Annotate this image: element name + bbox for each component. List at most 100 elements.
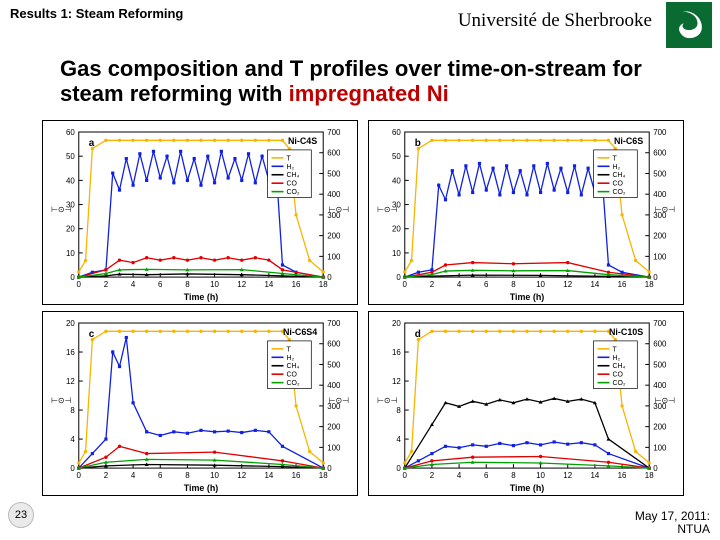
svg-text:4: 4 <box>457 280 462 289</box>
svg-text:50: 50 <box>66 152 75 161</box>
svg-text:700: 700 <box>653 319 667 328</box>
svg-text:12: 12 <box>392 377 401 386</box>
svg-text:14: 14 <box>590 471 599 480</box>
svg-text:600: 600 <box>653 149 667 158</box>
plot-a: 024681012141618Time (h)01020304050600100… <box>42 120 358 305</box>
svg-text:14: 14 <box>264 471 273 480</box>
svg-text:16: 16 <box>292 471 301 480</box>
svg-text:CH₄: CH₄ <box>612 172 625 179</box>
svg-text:CH₄: CH₄ <box>612 363 625 370</box>
plot-d: 024681012141618Time (h)04812162001002003… <box>368 311 684 496</box>
footer: May 17, 2011: NTUA <box>635 510 710 536</box>
svg-text:500: 500 <box>653 169 667 178</box>
svg-text:8: 8 <box>511 471 516 480</box>
svg-text:40: 40 <box>66 176 75 185</box>
svg-text:Ni-C4S: Ni-C4S <box>288 136 317 146</box>
svg-text:400: 400 <box>327 381 341 390</box>
svg-text:4: 4 <box>70 435 75 444</box>
svg-text:⊢⊙⊣: ⊢⊙⊣ <box>51 205 72 214</box>
svg-text:0: 0 <box>70 273 75 282</box>
svg-text:4: 4 <box>131 280 136 289</box>
plot-b: 024681012141618Time (h)01020304050600100… <box>368 120 684 305</box>
svg-text:Time (h): Time (h) <box>184 483 219 493</box>
svg-text:⊢⊙⊣: ⊢⊙⊣ <box>329 205 350 214</box>
svg-text:16: 16 <box>618 280 627 289</box>
svg-text:0: 0 <box>396 273 401 282</box>
plot-grid: 024681012141618Time (h)01020304050600100… <box>42 120 684 496</box>
svg-text:10: 10 <box>210 280 219 289</box>
plot-c: 024681012141618Time (h)04812162001002003… <box>42 311 358 496</box>
svg-text:⊢⊙⊣: ⊢⊙⊣ <box>655 205 676 214</box>
svg-text:6: 6 <box>484 471 489 480</box>
svg-text:50: 50 <box>392 152 401 161</box>
svg-text:T: T <box>286 346 291 353</box>
svg-text:Time (h): Time (h) <box>510 483 545 493</box>
svg-text:20: 20 <box>66 319 75 328</box>
svg-text:40: 40 <box>392 176 401 185</box>
svg-text:700: 700 <box>327 319 341 328</box>
svg-text:8: 8 <box>185 280 190 289</box>
svg-text:8: 8 <box>396 406 401 415</box>
svg-text:12: 12 <box>563 471 572 480</box>
svg-text:20: 20 <box>392 319 401 328</box>
svg-text:500: 500 <box>327 169 341 178</box>
svg-text:CO₂: CO₂ <box>612 380 625 387</box>
svg-text:14: 14 <box>264 280 273 289</box>
slide-number: 23 <box>8 502 34 528</box>
svg-text:10: 10 <box>392 249 401 258</box>
svg-text:H₂: H₂ <box>286 355 294 362</box>
svg-text:6: 6 <box>158 280 163 289</box>
svg-text:600: 600 <box>327 340 341 349</box>
svg-text:H₂: H₂ <box>286 164 294 171</box>
slide-title: Gas composition and T profiles over time… <box>60 56 690 107</box>
svg-text:700: 700 <box>653 128 667 137</box>
svg-text:100: 100 <box>327 443 341 452</box>
svg-text:10: 10 <box>536 280 545 289</box>
svg-text:⊢⊙⊣: ⊢⊙⊣ <box>377 396 398 405</box>
svg-text:T: T <box>286 155 291 162</box>
svg-text:200: 200 <box>653 232 667 241</box>
svg-text:600: 600 <box>327 149 341 158</box>
svg-text:60: 60 <box>392 128 401 137</box>
svg-text:14: 14 <box>590 280 599 289</box>
breadcrumb: Results 1: Steam Reforming <box>10 6 183 21</box>
svg-text:10: 10 <box>210 471 219 480</box>
svg-text:500: 500 <box>327 360 341 369</box>
university-logo <box>666 2 712 48</box>
svg-text:0: 0 <box>77 471 82 480</box>
svg-text:700: 700 <box>327 128 341 137</box>
svg-text:CO: CO <box>286 181 297 188</box>
svg-text:Ni-C6S4: Ni-C6S4 <box>283 327 317 337</box>
svg-text:Ni-C6S: Ni-C6S <box>614 136 643 146</box>
svg-text:100: 100 <box>327 252 341 261</box>
svg-text:100: 100 <box>653 443 667 452</box>
svg-text:16: 16 <box>292 280 301 289</box>
svg-text:0: 0 <box>396 464 401 473</box>
svg-text:2: 2 <box>104 471 109 480</box>
svg-text:Time (h): Time (h) <box>510 292 545 302</box>
svg-text:2: 2 <box>104 280 109 289</box>
svg-text:10: 10 <box>66 249 75 258</box>
svg-text:⊢⊙⊣: ⊢⊙⊣ <box>51 396 72 405</box>
svg-text:100: 100 <box>653 252 667 261</box>
university-name: Université de Sherbrooke <box>458 10 652 32</box>
svg-text:Time (h): Time (h) <box>184 292 219 302</box>
svg-text:b: b <box>415 138 421 149</box>
svg-text:200: 200 <box>327 232 341 241</box>
svg-text:600: 600 <box>653 340 667 349</box>
svg-text:20: 20 <box>66 225 75 234</box>
svg-text:CO: CO <box>612 181 623 188</box>
svg-text:⊢⊙⊣: ⊢⊙⊣ <box>377 205 398 214</box>
svg-text:8: 8 <box>511 280 516 289</box>
svg-text:CH₄: CH₄ <box>286 363 299 370</box>
svg-text:200: 200 <box>327 423 341 432</box>
svg-text:CO: CO <box>612 372 623 379</box>
svg-text:T: T <box>612 346 617 353</box>
svg-text:500: 500 <box>653 360 667 369</box>
svg-text:16: 16 <box>66 348 75 357</box>
svg-text:a: a <box>89 138 95 149</box>
svg-text:CO: CO <box>286 372 297 379</box>
svg-text:60: 60 <box>66 128 75 137</box>
svg-text:20: 20 <box>392 225 401 234</box>
svg-text:c: c <box>89 329 95 340</box>
